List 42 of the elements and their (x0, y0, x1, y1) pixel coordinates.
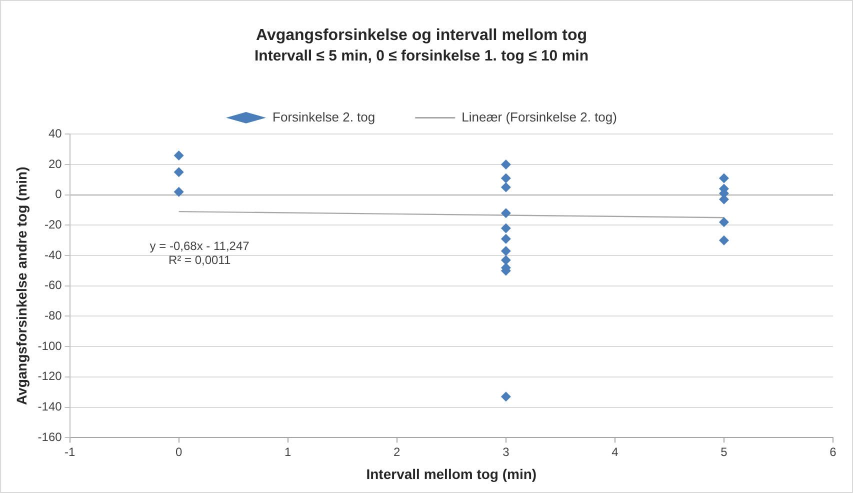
x-axis-title: Intervall mellom tog (min) (366, 466, 537, 482)
legend-label: Forsinkelse 2. tog (272, 109, 376, 124)
x-tick-label: 0 (176, 445, 182, 460)
point (500, 392, 511, 402)
y-tick-label: -20 (44, 218, 62, 232)
y-tick-label: -120 (38, 369, 62, 384)
x-tick-label: -1 (64, 445, 76, 460)
point (718, 235, 729, 246)
point (718, 217, 729, 228)
point (718, 173, 729, 184)
y-tick-label: -40 (44, 248, 62, 262)
x-tick-label: 5 (720, 445, 728, 460)
point (500, 160, 511, 170)
point (500, 208, 511, 218)
legend-label: Lineær (Forsinkelse 2. tog) (462, 109, 617, 124)
x-tick-label: 2 (394, 445, 401, 460)
x-tick-label: 1 (284, 445, 292, 460)
point (174, 167, 184, 178)
point (500, 255, 511, 266)
point (174, 150, 184, 160)
point (500, 223, 511, 234)
annotation: R² = 0,0011 (168, 252, 231, 267)
y-tick-label: -100 (38, 338, 62, 353)
x-tick-label: 6 (830, 445, 837, 460)
point (500, 234, 511, 244)
y-tick-label: -80 (44, 308, 62, 323)
point (500, 173, 511, 184)
x-tick-label: 3 (502, 445, 510, 460)
y-tick-label: -60 (44, 278, 62, 292)
x-tick-label: 4 (612, 445, 619, 460)
point (174, 186, 184, 197)
y-tick-label: -160 (38, 430, 62, 444)
annotation: y = -0,68x - 11,247 (150, 238, 250, 253)
y-tick-label: -140 (38, 400, 62, 414)
y-tick-label: 20 (48, 156, 62, 171)
chart-subtitle: Intervall ≤ 5 min, 0 ≤ forsinkelse 1. tog ≤ 10 min (254, 47, 588, 64)
y-axis-title: Avgangsforsinkelse andre tog (min) (13, 166, 30, 406)
chart-title: Avgangsforsinkelse og intervall mellom tog (256, 27, 588, 44)
y-tick-label: 0 (55, 187, 62, 202)
point (500, 246, 511, 256)
y-tick-label: 40 (48, 126, 62, 141)
point (500, 182, 511, 192)
